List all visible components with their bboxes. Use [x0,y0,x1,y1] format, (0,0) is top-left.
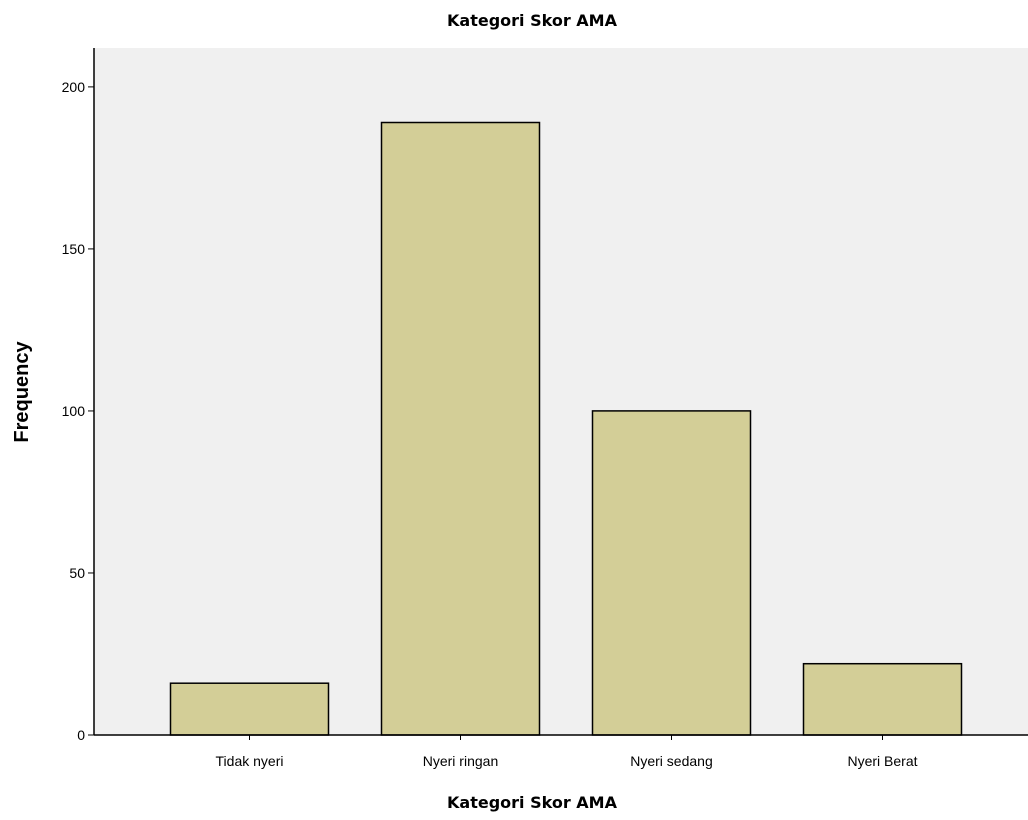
bar-nyeri-sedang [591,410,752,736]
chart-title: Kategori Skor AMA [447,11,618,30]
x-tick-label: Nyeri ringan [423,753,498,769]
y-tick-label: 200 [62,79,86,95]
bar-nyeri-berat [802,662,963,736]
y-tick-label: 100 [62,403,86,419]
y-tick-label: 0 [77,727,85,743]
bars-layer [169,121,963,736]
bar-nyeri-ringan [380,121,541,736]
bar-tidak-nyeri [169,682,330,736]
y-tick-label: 50 [69,565,85,581]
y-axis-ticks: 0 50 100 150 200 [62,79,94,743]
y-axis-title: Frequency [11,341,33,443]
x-tick-label: Nyeri Berat [847,753,917,769]
x-axis-tick-labels: Tidak nyeri Nyeri ringan Nyeri sedang Nyeri… [216,735,918,769]
y-tick-label: 150 [62,241,86,257]
plot-area [94,48,1028,735]
x-tick-label: Nyeri sedang [630,753,713,769]
x-axis-title: Kategori Skor AMA [447,793,618,812]
x-tick-label: Tidak nyeri [216,753,284,769]
